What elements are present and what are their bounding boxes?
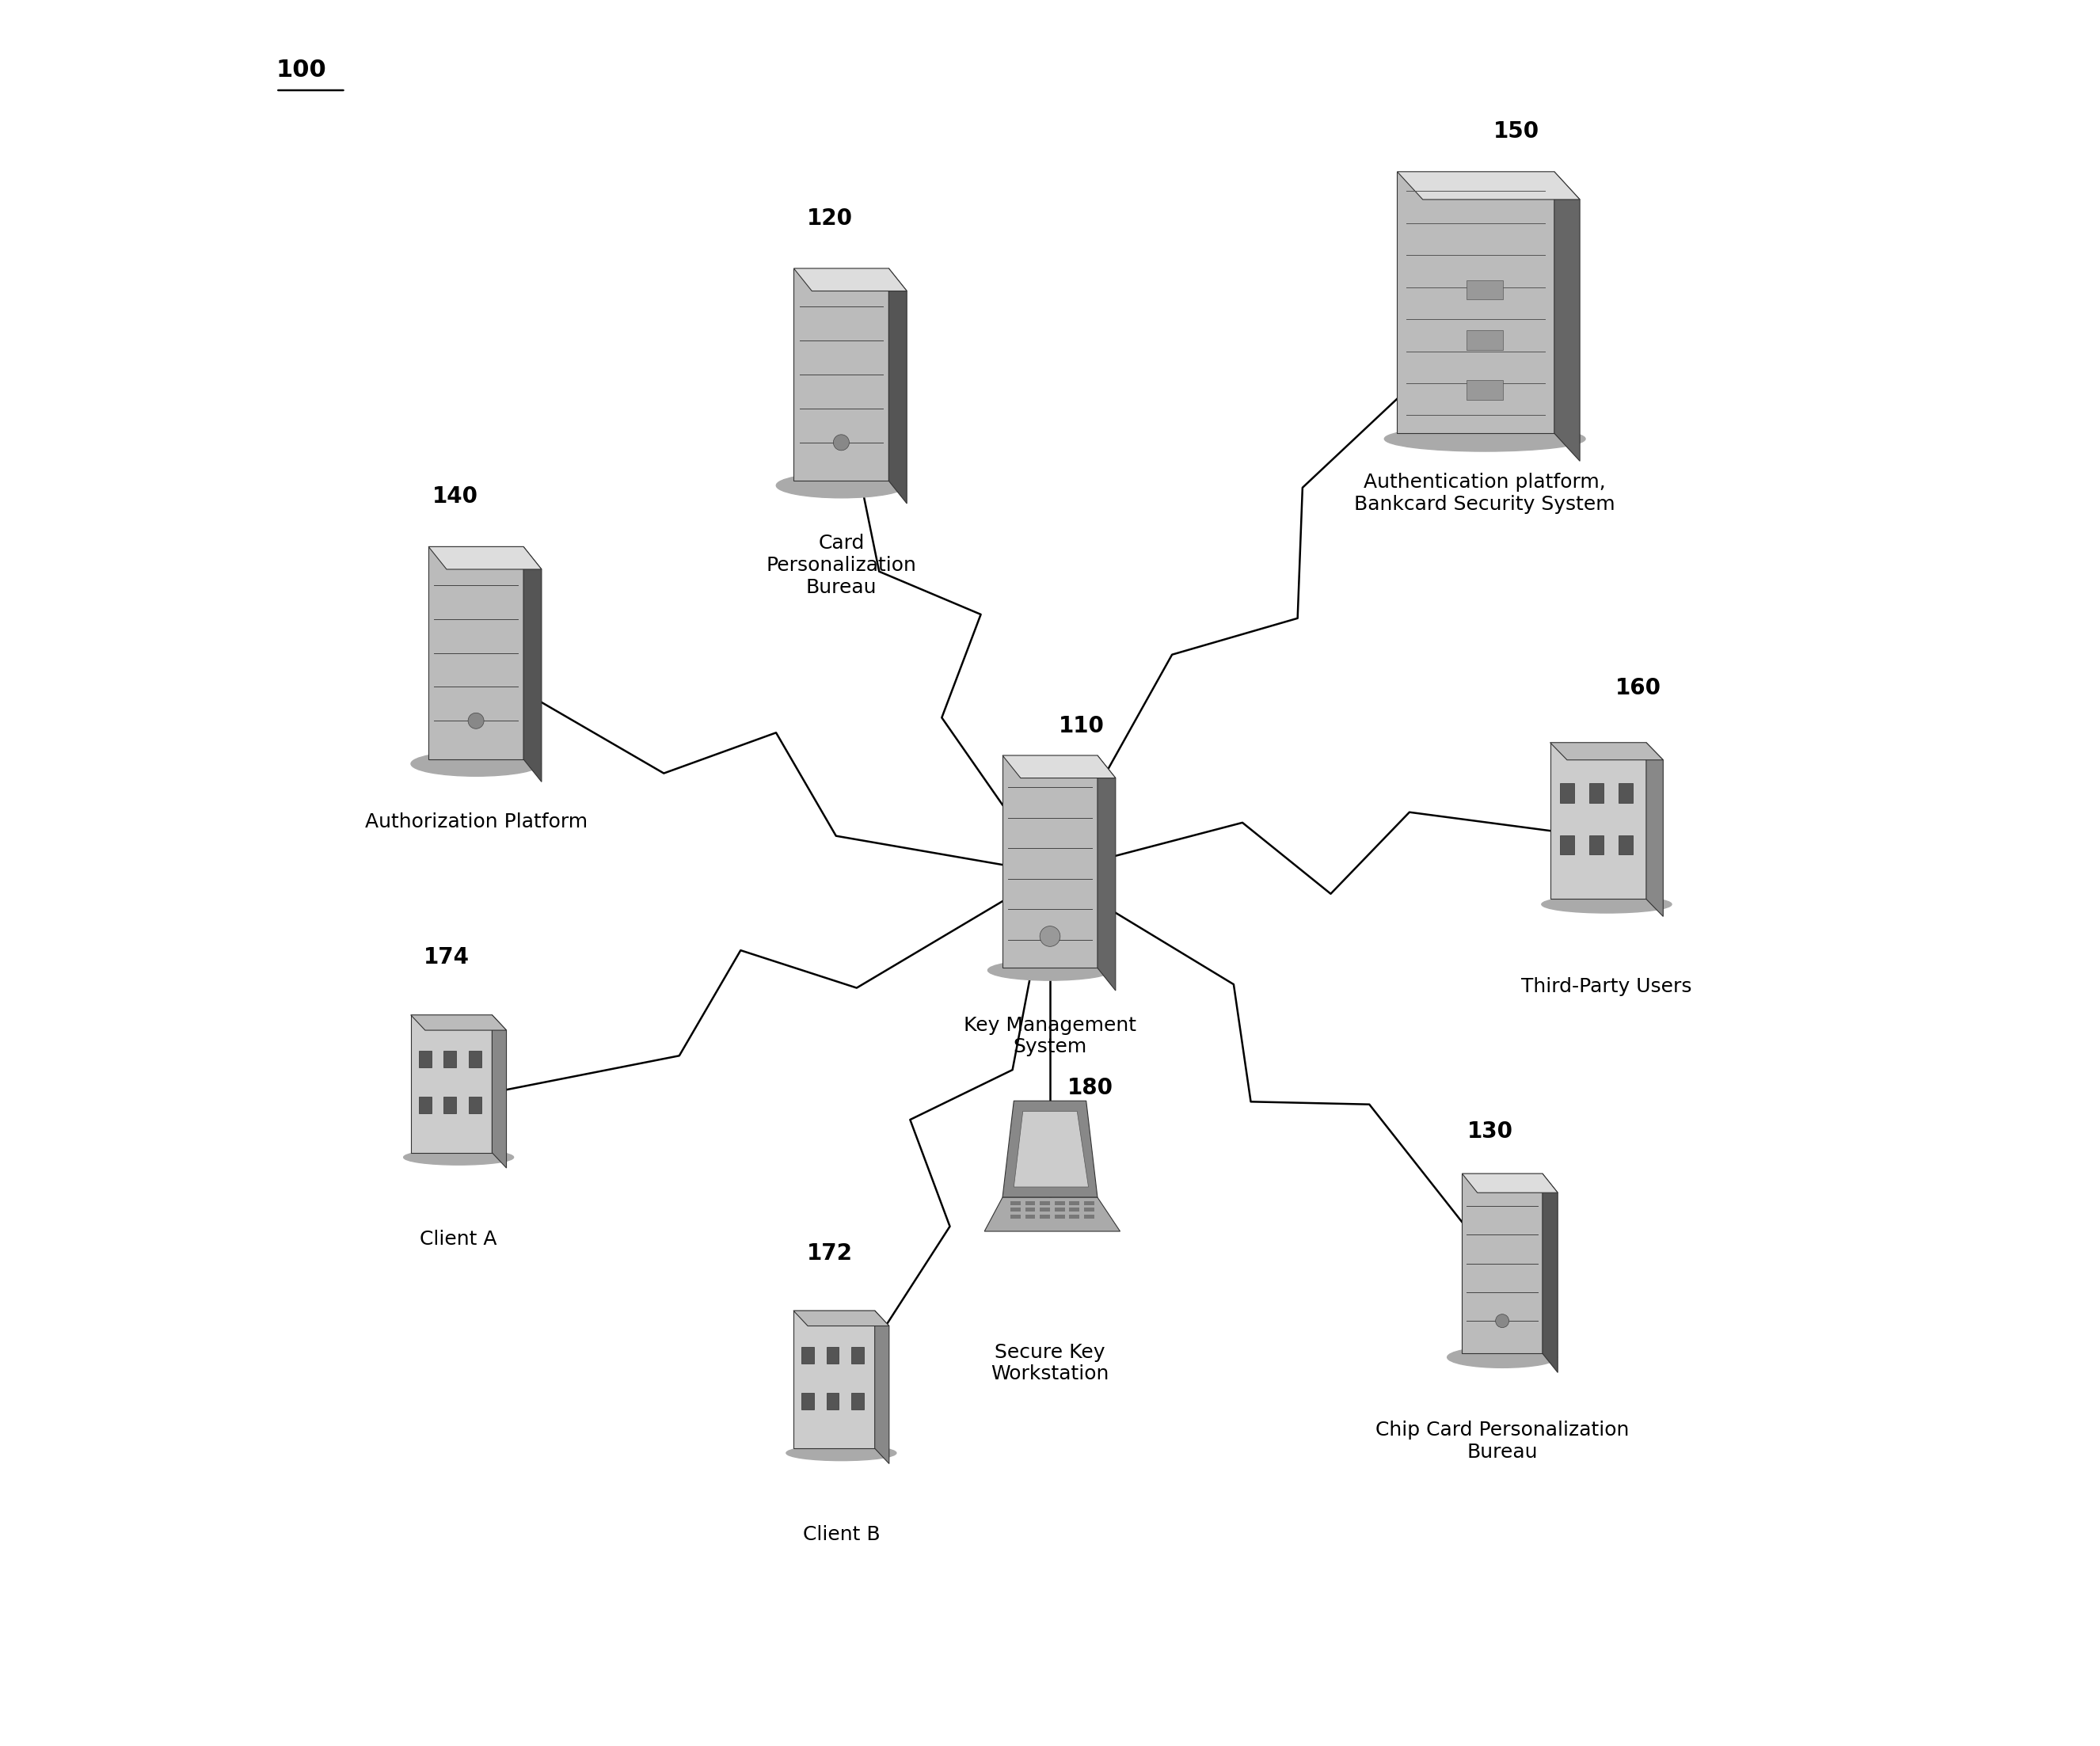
Text: Client B: Client B — [802, 1526, 880, 1543]
Text: 172: 172 — [806, 1241, 853, 1264]
Polygon shape — [523, 546, 542, 782]
Ellipse shape — [1384, 426, 1586, 452]
Polygon shape — [1014, 1110, 1088, 1187]
Text: Authorization Platform: Authorization Platform — [365, 812, 588, 831]
Bar — [1069, 1215, 1079, 1219]
Polygon shape — [412, 1014, 491, 1152]
Bar — [443, 1051, 456, 1069]
Bar — [1040, 1208, 1050, 1212]
Polygon shape — [491, 1014, 506, 1168]
Polygon shape — [412, 1014, 506, 1030]
Ellipse shape — [1447, 1346, 1558, 1367]
Bar — [1040, 1215, 1050, 1219]
Polygon shape — [794, 269, 907, 292]
Polygon shape — [794, 269, 888, 480]
Polygon shape — [888, 269, 907, 503]
Bar — [1619, 784, 1634, 803]
Text: 150: 150 — [1493, 120, 1539, 143]
Polygon shape — [1002, 756, 1098, 967]
Bar — [1010, 1201, 1021, 1205]
Polygon shape — [794, 1311, 876, 1449]
Circle shape — [1040, 925, 1060, 946]
Bar — [468, 1096, 481, 1114]
Polygon shape — [985, 1198, 1119, 1231]
Bar — [1466, 381, 1504, 400]
Text: Key Management
System: Key Management System — [964, 1016, 1136, 1056]
Bar — [1025, 1208, 1035, 1212]
Bar — [1560, 836, 1575, 856]
Polygon shape — [1002, 756, 1115, 779]
Bar — [1084, 1208, 1094, 1212]
Bar — [1069, 1201, 1079, 1205]
Bar — [1560, 784, 1575, 803]
Bar — [1010, 1215, 1021, 1219]
Polygon shape — [1554, 171, 1579, 461]
Text: Client A: Client A — [420, 1229, 498, 1248]
Text: 100: 100 — [275, 59, 326, 82]
Polygon shape — [1550, 742, 1663, 760]
Text: Third-Party Users: Third-Party Users — [1520, 978, 1693, 997]
Bar — [1054, 1208, 1065, 1212]
Polygon shape — [428, 546, 542, 569]
Text: Secure Key
Workstation: Secure Key Workstation — [991, 1343, 1109, 1383]
Text: 120: 120 — [806, 208, 853, 229]
Bar — [418, 1096, 430, 1114]
Ellipse shape — [987, 960, 1113, 981]
Bar — [1084, 1201, 1094, 1205]
Polygon shape — [1396, 171, 1579, 199]
Text: 174: 174 — [424, 946, 470, 969]
Bar — [851, 1393, 863, 1409]
Bar — [827, 1393, 838, 1409]
Polygon shape — [876, 1311, 888, 1463]
Text: 160: 160 — [1615, 677, 1661, 698]
Polygon shape — [794, 1311, 888, 1325]
Circle shape — [468, 712, 483, 728]
Bar — [418, 1051, 430, 1069]
Bar — [1010, 1208, 1021, 1212]
Text: 180: 180 — [1067, 1077, 1113, 1100]
Bar — [1040, 1201, 1050, 1205]
Bar — [1054, 1215, 1065, 1219]
Bar — [1590, 836, 1604, 856]
Polygon shape — [1396, 171, 1554, 433]
Bar — [1025, 1215, 1035, 1219]
Bar — [443, 1096, 456, 1114]
Ellipse shape — [785, 1446, 897, 1461]
Ellipse shape — [1541, 896, 1672, 913]
Text: 110: 110 — [1058, 716, 1105, 737]
Bar — [1084, 1215, 1094, 1219]
Polygon shape — [1002, 1102, 1098, 1198]
Circle shape — [834, 435, 848, 450]
Ellipse shape — [403, 1149, 514, 1165]
Bar — [468, 1051, 481, 1069]
Polygon shape — [428, 546, 523, 760]
Text: Authentication platform,
Bankcard Security System: Authentication platform, Bankcard Securi… — [1354, 473, 1615, 513]
Bar — [1466, 330, 1504, 349]
Polygon shape — [1541, 1173, 1558, 1372]
Polygon shape — [1646, 742, 1663, 917]
Bar — [851, 1346, 863, 1364]
Bar — [1590, 784, 1604, 803]
Bar — [827, 1346, 838, 1364]
Circle shape — [1495, 1315, 1510, 1327]
Bar — [1054, 1201, 1065, 1205]
Bar — [802, 1346, 815, 1364]
Polygon shape — [1098, 756, 1115, 990]
Ellipse shape — [777, 473, 907, 498]
Bar — [1619, 836, 1634, 856]
Ellipse shape — [412, 751, 542, 777]
Bar — [1025, 1201, 1035, 1205]
Polygon shape — [1550, 742, 1646, 899]
Polygon shape — [1462, 1173, 1541, 1353]
Bar — [1069, 1208, 1079, 1212]
Bar — [1466, 279, 1504, 300]
Bar — [802, 1393, 815, 1409]
Polygon shape — [1462, 1173, 1558, 1193]
Text: Chip Card Personalization
Bureau: Chip Card Personalization Bureau — [1376, 1421, 1630, 1461]
Text: Card
Personalization
Bureau: Card Personalization Bureau — [766, 534, 916, 597]
Text: 140: 140 — [433, 485, 479, 508]
Text: 130: 130 — [1468, 1121, 1514, 1142]
